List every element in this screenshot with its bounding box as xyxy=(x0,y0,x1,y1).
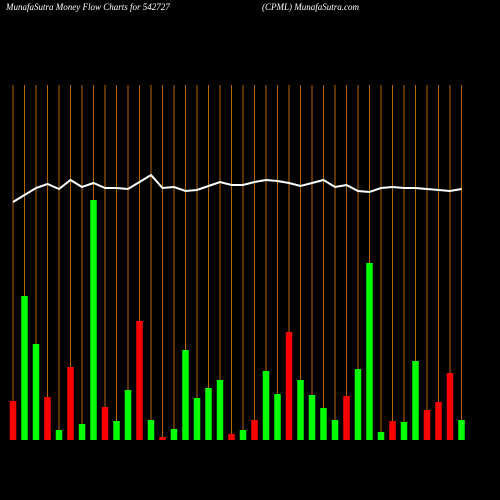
bar xyxy=(377,432,385,440)
bar xyxy=(412,361,419,440)
bar xyxy=(274,394,281,440)
bar xyxy=(193,398,201,440)
bar xyxy=(147,420,155,440)
bar xyxy=(90,200,97,440)
bar xyxy=(9,401,17,440)
bar xyxy=(297,380,304,440)
bar xyxy=(251,420,258,440)
bar xyxy=(136,321,143,440)
bar xyxy=(55,430,63,440)
bar xyxy=(354,369,362,440)
bar xyxy=(113,421,120,440)
bar xyxy=(423,410,431,440)
bar xyxy=(44,397,51,440)
bar xyxy=(159,437,166,440)
bar xyxy=(32,344,40,440)
money-flow-line xyxy=(12,173,462,203)
bar xyxy=(216,380,224,440)
bar xyxy=(446,373,454,440)
bar xyxy=(262,371,270,440)
bar xyxy=(308,395,316,440)
bar xyxy=(228,434,235,440)
bar xyxy=(78,424,86,440)
chart-subtitle: (CPML) MunafaSutra.com xyxy=(262,2,359,12)
bar xyxy=(239,430,247,440)
bar xyxy=(366,263,373,440)
bar xyxy=(458,420,465,440)
bar xyxy=(435,402,442,440)
bar xyxy=(400,422,408,440)
bar xyxy=(21,296,28,440)
bar xyxy=(389,421,396,440)
bar xyxy=(170,429,178,440)
bar xyxy=(182,350,189,440)
bar xyxy=(343,396,350,440)
bar xyxy=(124,390,132,440)
chart-title: MunafaSutra Money Flow Charts for 542727 xyxy=(5,2,170,12)
bar xyxy=(67,367,74,440)
bar xyxy=(285,332,293,440)
bar xyxy=(320,408,327,440)
bar xyxy=(101,407,109,440)
bar xyxy=(331,420,339,440)
bar xyxy=(205,388,212,440)
